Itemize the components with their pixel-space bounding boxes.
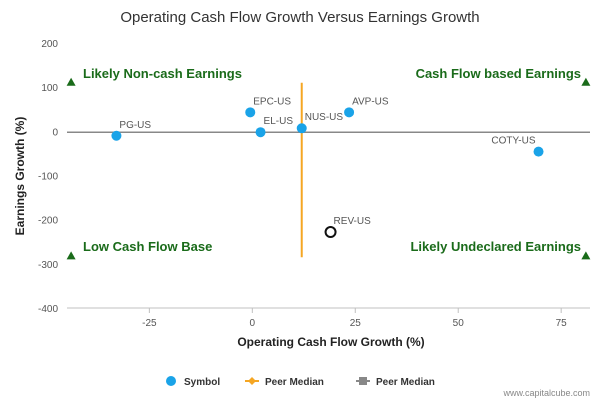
chart-title: Operating Cash Flow Growth Versus Earnin…: [120, 9, 479, 26]
legend-gray-marker: [359, 377, 367, 385]
quadrant-label: Likely Undeclared Earnings: [410, 239, 581, 254]
credit-text: www.capitalcube.com: [502, 388, 590, 398]
legend-symbol-circle: [166, 376, 176, 386]
y-tick-label: -200: [38, 216, 58, 227]
y-tick-label: 200: [41, 39, 58, 50]
data-point-label: PG-US: [119, 120, 151, 131]
x-tick-label: 25: [350, 318, 362, 329]
x-tick-label: 0: [250, 318, 256, 329]
x-axis-title: Operating Cash Flow Growth (%): [237, 335, 424, 349]
data-point-label: NUS-US: [305, 112, 344, 123]
quadrant-label: Likely Non-cash Earnings: [83, 66, 242, 81]
quadrant-label: Cash Flow based Earnings: [416, 66, 581, 81]
y-tick-label: -300: [38, 260, 58, 271]
data-point: [296, 123, 307, 134]
x-tick-label: 75: [556, 318, 568, 329]
data-point: [111, 130, 122, 141]
legend-item: Peer Median: [356, 377, 435, 388]
y-tick-label: -400: [38, 304, 58, 315]
legend-item: Peer Median: [245, 377, 324, 388]
x-tick-label: 50: [453, 318, 465, 329]
legend-item: Symbol: [166, 376, 220, 388]
data-point-label: COTY-US: [491, 136, 535, 147]
quadrant-marker: [66, 251, 76, 260]
quadrant-marker: [66, 77, 76, 86]
data-point: [344, 107, 355, 118]
data-point: [533, 146, 544, 157]
y-tick-label: 100: [41, 83, 58, 94]
legend-label: Peer Median: [265, 377, 324, 388]
data-point: [245, 107, 256, 118]
legend: Symbol Peer Median Peer Median: [166, 376, 435, 388]
quadrant-marker: [581, 77, 591, 86]
data-point-label: EL-US: [264, 116, 294, 127]
plot-area: -25 0 25 50 75 200 100 0 -100 -200 -300 -400 Likely …: [38, 39, 591, 329]
legend-label: Peer Median: [376, 377, 435, 388]
y-tick-label: -100: [38, 172, 58, 183]
legend-label: Symbol: [184, 377, 220, 388]
data-point: [324, 226, 337, 239]
x-tick-label: -25: [142, 318, 157, 329]
legend-orange-marker: [248, 377, 256, 385]
y-axis-title: Earnings Growth (%): [13, 117, 27, 236]
y-tick-label: 0: [52, 127, 58, 138]
data-point-label: AVP-US: [352, 96, 389, 107]
data-point-label: EPC-US: [253, 96, 291, 107]
quadrant-marker: [581, 251, 591, 260]
quadrant-label: Low Cash Flow Base: [83, 239, 212, 254]
data-point-label: REV-US: [334, 216, 372, 227]
data-point: [255, 127, 266, 138]
